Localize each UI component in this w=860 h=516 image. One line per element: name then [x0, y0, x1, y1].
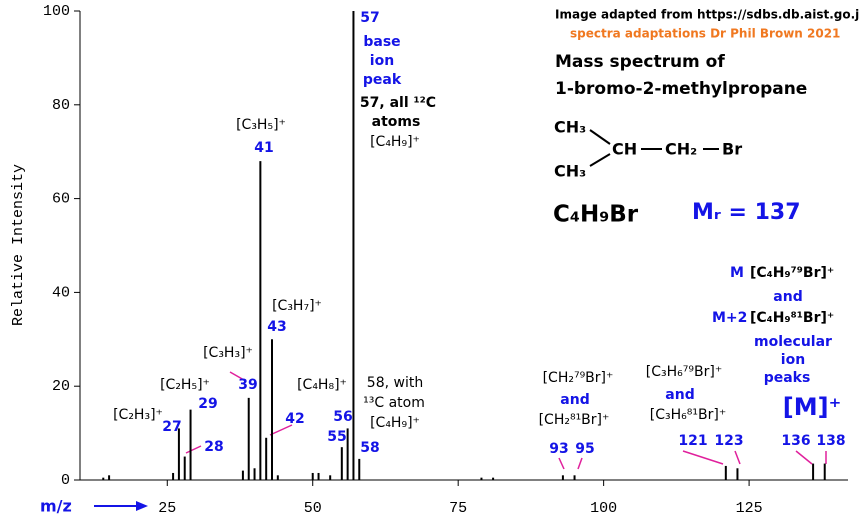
annotation: [CH₂⁷⁹Br]⁺ — [543, 370, 614, 386]
peak-label: 95 — [575, 441, 594, 457]
annotation: CH₃ — [554, 118, 586, 137]
annotation: atoms — [372, 114, 421, 130]
x-tick-label: 125 — [736, 500, 763, 516]
peak-label: 123 — [714, 433, 743, 449]
annotation: 1-bromo-2-methylpropane — [555, 79, 807, 99]
annotation: [M]⁺ — [783, 393, 842, 421]
peak-label: 41 — [254, 140, 273, 156]
annotation: [C₃H₇]⁺ — [272, 298, 322, 314]
peak-label: 136 — [781, 433, 810, 449]
annotation: [C₄H₉⁸¹Br]⁺ — [750, 310, 834, 326]
peak-label: 42 — [285, 411, 304, 427]
annotation: ¹³C atom — [363, 395, 425, 411]
annotation: [C₃H₆⁷⁹Br]⁺ — [646, 364, 722, 380]
peak-label: 55 — [327, 429, 346, 445]
annotation: 58, with — [367, 375, 423, 391]
annotation: and — [560, 392, 589, 408]
x-tick-label: 100 — [590, 500, 617, 516]
y-tick-label: 100 — [43, 3, 70, 20]
y-tick-label: 60 — [52, 191, 70, 208]
annotation: Image adapted from https://sdbs.db.aist.… — [555, 8, 860, 22]
connector — [577, 457, 583, 470]
annotation: M+2 — [712, 310, 747, 326]
peak-label: 28 — [204, 439, 223, 455]
peak-label: 27 — [162, 419, 181, 435]
peak-label: 29 — [198, 396, 217, 412]
connector — [734, 450, 741, 465]
annotation: Mass spectrum of — [555, 52, 725, 72]
x-tick-label: 50 — [304, 500, 322, 516]
peak-label: 121 — [678, 433, 707, 449]
x-tick-label: 25 — [158, 500, 176, 516]
annotation: CH₃ — [554, 162, 586, 181]
annotation: [C₄H₉]⁺ — [370, 415, 420, 431]
annotation: C₄H₉Br — [553, 202, 639, 228]
annotation: [CH₂⁸¹Br]⁺ — [539, 412, 610, 428]
decorations — [94, 129, 827, 511]
bond — [589, 153, 611, 167]
annotation: and — [773, 289, 802, 305]
annotation: and — [665, 387, 694, 403]
annotation: [C₃H₆⁸¹Br]⁺ — [650, 407, 726, 423]
arrow-head — [136, 501, 148, 511]
annotation: [C₄H₈]⁺ — [297, 377, 347, 393]
annotation: Mᵣ = 137 — [692, 200, 801, 225]
annotation: molecular — [754, 334, 832, 350]
annotation: spectra adaptations Dr Phil Brown 2021 — [570, 27, 840, 41]
y-axis-label: Relative Intensity — [10, 164, 27, 326]
annotation: [C₂H₅]⁺ — [160, 377, 210, 393]
connector — [185, 445, 202, 454]
annotation: [C₄H₉⁷⁹Br]⁺ — [750, 265, 834, 281]
y-tick-label: 80 — [52, 97, 70, 114]
bond — [589, 129, 611, 145]
annotation: ion — [781, 352, 805, 368]
connector — [795, 450, 813, 465]
connector — [269, 424, 293, 436]
peak-label: 57 — [360, 10, 379, 26]
y-tick-label: 0 — [61, 472, 70, 489]
peak-label: 93 — [549, 441, 568, 457]
connector — [682, 450, 724, 465]
x-tick-label: 75 — [449, 500, 467, 516]
annotation: base — [363, 34, 400, 50]
connector — [558, 457, 565, 470]
annotation: [C₂H₃]⁺ — [113, 407, 163, 423]
annotation: 57, all ¹²C — [360, 95, 436, 111]
annotation: [C₃H₅]⁺ — [236, 117, 286, 133]
annotation: [C₃H₃]⁺ — [203, 345, 253, 361]
annotation: CH — [612, 140, 637, 159]
annotation: [C₄H₉]⁺ — [370, 134, 420, 150]
annotation: peaks — [764, 370, 811, 386]
y-tick-label: 40 — [52, 284, 70, 301]
peak-label: 39 — [238, 377, 257, 393]
peak-label: 43 — [267, 319, 286, 335]
y-tick-label: 20 — [52, 378, 70, 395]
annotation: Br — [722, 140, 742, 159]
peak-label: 58 — [360, 440, 379, 456]
connector — [229, 371, 245, 381]
peak-label: 56 — [333, 409, 352, 425]
annotation: peak — [363, 72, 402, 88]
peak-label: 138 — [816, 433, 845, 449]
annotation: CH₂ — [665, 140, 697, 159]
annotation: M — [730, 265, 744, 281]
annotation: ion — [370, 53, 394, 69]
x-axis-label: m/z — [40, 497, 72, 516]
